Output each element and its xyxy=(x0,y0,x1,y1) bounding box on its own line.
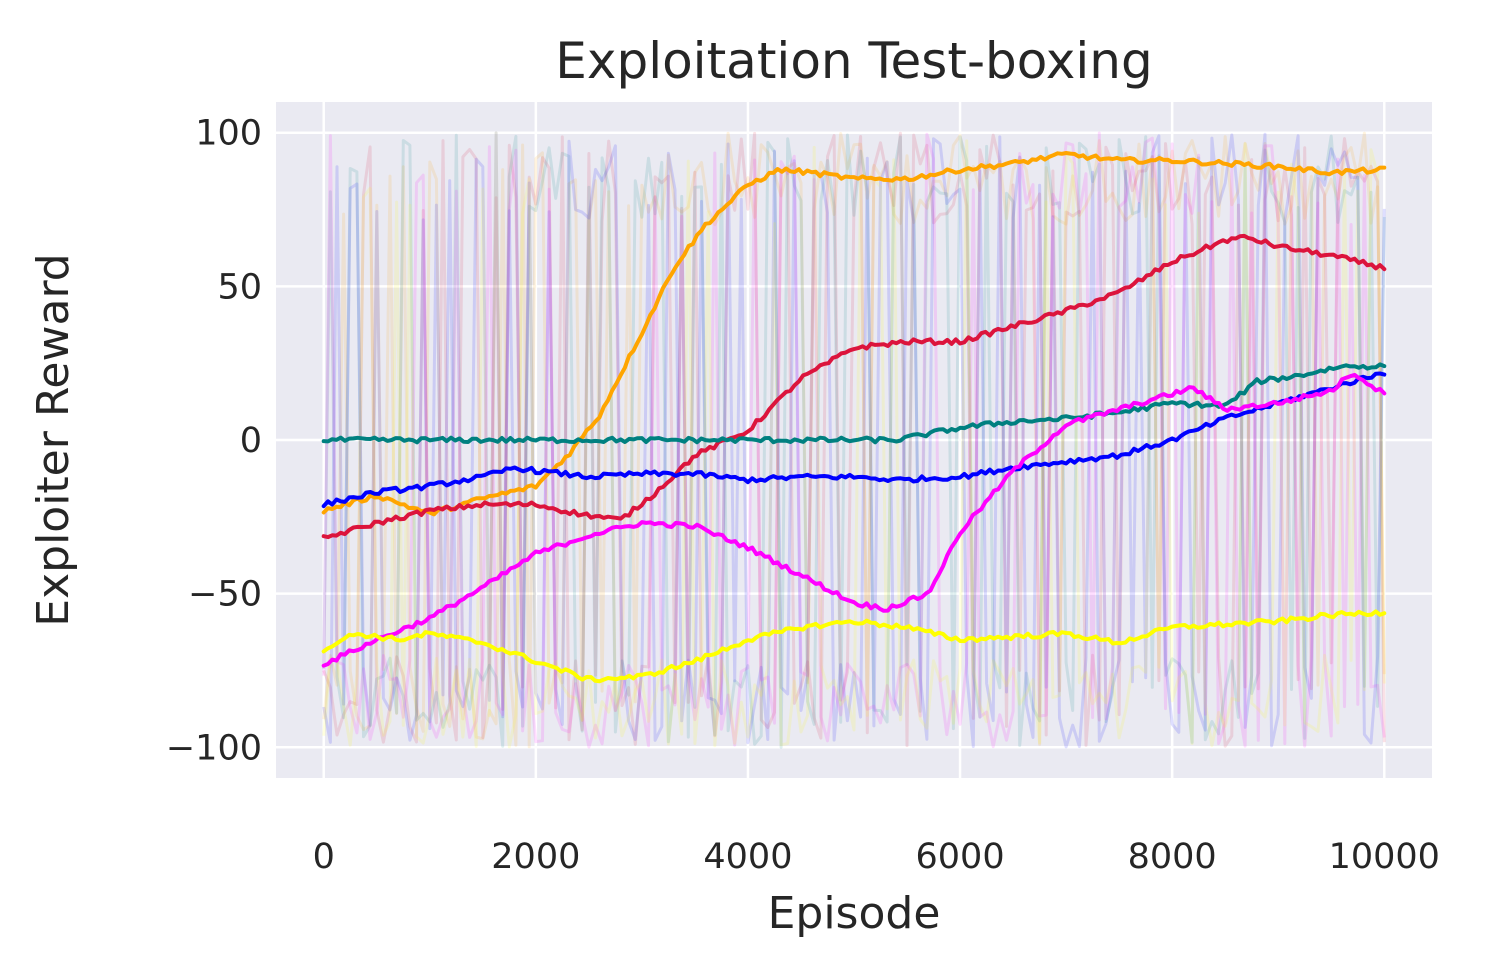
raw-trace xyxy=(322,131,1386,748)
raw-trace xyxy=(322,131,1386,749)
series-line xyxy=(321,362,1387,445)
x-tick-label: 6000 xyxy=(916,837,1005,877)
y-tick-labels: −100 −50 0 50 100 xyxy=(166,114,262,769)
x-tick-label: 2000 xyxy=(491,837,580,877)
raw-trace xyxy=(322,133,1386,749)
raw-trace xyxy=(322,131,1386,749)
y-axis-label: Exploiter Reward xyxy=(28,253,79,626)
y-tick-label: 0 xyxy=(240,421,262,461)
series-line xyxy=(321,233,1387,540)
series-line xyxy=(321,151,1387,517)
x-axis-label: Episode xyxy=(768,888,941,939)
raw-reward-traces xyxy=(322,131,1386,749)
raw-trace xyxy=(322,131,1386,749)
x-tick-labels: 0 2000 4000 6000 8000 10000 xyxy=(313,837,1440,877)
x-tick-label: 0 xyxy=(313,837,335,877)
y-tick-label: −100 xyxy=(166,728,262,768)
y-tick-label: 50 xyxy=(217,267,262,307)
y-tick-label: 100 xyxy=(195,114,262,154)
chart-title: Exploitation Test-boxing xyxy=(555,32,1152,90)
x-tick-label: 4000 xyxy=(703,837,792,877)
y-tick-label: −50 xyxy=(188,575,262,615)
smoothed-series xyxy=(321,151,1387,684)
x-tick-label: 8000 xyxy=(1128,837,1217,877)
x-tick-label: 10000 xyxy=(1329,837,1440,877)
series-line xyxy=(321,609,1387,684)
raw-trace xyxy=(322,131,1386,749)
series-line xyxy=(321,371,1387,509)
series-line xyxy=(321,372,1387,668)
